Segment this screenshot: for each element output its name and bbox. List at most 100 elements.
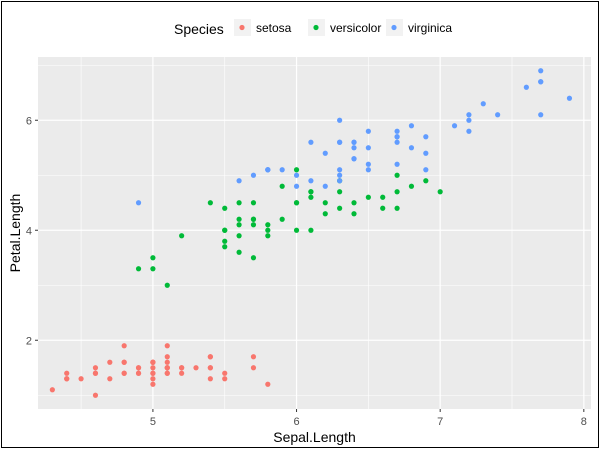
point-versicolor xyxy=(394,205,400,211)
point-setosa xyxy=(107,376,113,382)
point-setosa xyxy=(179,370,185,376)
point-virginica xyxy=(480,101,486,107)
point-virginica xyxy=(337,178,343,184)
data-points xyxy=(49,68,573,398)
point-versicolor xyxy=(265,222,271,228)
point-setosa xyxy=(135,370,142,376)
point-versicolor xyxy=(308,227,314,233)
point-virginica xyxy=(351,139,357,145)
point-versicolor xyxy=(394,172,400,178)
point-setosa xyxy=(150,376,156,382)
point-virginica xyxy=(308,139,314,145)
point-virginica xyxy=(466,117,472,123)
point-virginica xyxy=(337,117,343,123)
point-setosa xyxy=(207,365,213,371)
point-versicolor xyxy=(365,194,371,200)
point-setosa xyxy=(164,359,170,365)
point-virginica xyxy=(351,156,357,162)
point-versicolor xyxy=(250,200,257,206)
point-setosa xyxy=(164,343,170,349)
point-virginica xyxy=(351,145,357,151)
point-setosa xyxy=(150,359,156,365)
point-versicolor xyxy=(322,200,328,206)
point-setosa xyxy=(222,370,228,376)
point-setosa xyxy=(250,354,257,360)
point-setosa xyxy=(265,381,271,387)
point-virginica xyxy=(308,178,314,184)
axes: 5 6 7 8 2 4 6 xyxy=(26,115,587,428)
point-setosa xyxy=(92,365,99,371)
point-virginica xyxy=(466,112,472,118)
point-versicolor xyxy=(164,282,170,288)
point-setosa xyxy=(78,376,84,382)
point-setosa xyxy=(150,370,156,376)
point-versicolor xyxy=(236,249,242,255)
point-virginica xyxy=(538,68,544,74)
point-versicolor xyxy=(236,222,242,228)
point-setosa xyxy=(207,354,213,360)
point-virginica xyxy=(495,112,501,118)
point-versicolor xyxy=(236,200,242,206)
legend-title: Species xyxy=(174,21,224,37)
point-versicolor xyxy=(222,238,228,244)
point-virginica xyxy=(265,167,271,173)
point-setosa xyxy=(121,370,127,376)
point-versicolor xyxy=(222,205,228,211)
point-virginica xyxy=(394,161,400,167)
point-versicolor xyxy=(222,244,228,250)
point-virginica xyxy=(466,128,472,134)
point-virginica xyxy=(293,183,300,189)
legend: Species setosa versicolor virginica xyxy=(174,19,452,37)
y-tick-label: 4 xyxy=(26,225,32,237)
point-setosa xyxy=(164,370,170,376)
point-virginica xyxy=(337,139,343,145)
point-versicolor xyxy=(265,227,271,233)
point-versicolor xyxy=(293,167,300,173)
point-virginica xyxy=(337,172,343,178)
point-setosa xyxy=(150,381,156,387)
legend-label-virginica: virginica xyxy=(408,21,452,35)
point-versicolor xyxy=(394,189,400,195)
point-versicolor xyxy=(308,189,314,195)
plot-panel xyxy=(38,57,591,409)
legend-marker-virginica xyxy=(391,24,397,31)
grid-lines xyxy=(38,57,591,409)
point-setosa xyxy=(164,354,170,360)
point-virginica xyxy=(279,167,285,173)
point-setosa xyxy=(49,387,55,393)
legend-label-setosa: setosa xyxy=(256,21,292,35)
y-tick-label: 6 xyxy=(26,115,32,127)
y-tick-label: 2 xyxy=(26,335,32,347)
x-axis-label: Sepal.Length xyxy=(273,429,356,445)
point-virginica xyxy=(394,128,400,134)
point-virginica xyxy=(423,134,429,140)
point-versicolor xyxy=(437,189,443,195)
point-virginica xyxy=(322,150,328,156)
point-versicolor xyxy=(222,227,228,233)
point-virginica xyxy=(365,161,371,167)
point-versicolor xyxy=(408,183,415,189)
point-virginica xyxy=(250,172,257,178)
point-setosa xyxy=(135,365,142,371)
point-versicolor xyxy=(351,200,357,206)
point-versicolor xyxy=(279,183,285,189)
point-setosa xyxy=(121,359,127,365)
point-versicolor xyxy=(250,216,257,222)
point-virginica xyxy=(337,167,343,173)
legend-label-versicolor: versicolor xyxy=(330,21,381,35)
point-setosa xyxy=(207,376,213,382)
point-virginica xyxy=(451,123,458,129)
point-virginica xyxy=(236,178,242,184)
point-versicolor xyxy=(250,222,257,228)
point-versicolor xyxy=(279,216,285,222)
x-tick-label: 8 xyxy=(581,416,587,428)
point-virginica xyxy=(365,145,371,151)
point-setosa xyxy=(107,359,113,365)
point-versicolor xyxy=(308,194,314,200)
legend-marker-setosa xyxy=(239,24,245,31)
point-setosa xyxy=(92,370,99,376)
point-virginica xyxy=(293,172,300,178)
point-versicolor xyxy=(423,178,429,184)
point-setosa xyxy=(64,376,70,382)
